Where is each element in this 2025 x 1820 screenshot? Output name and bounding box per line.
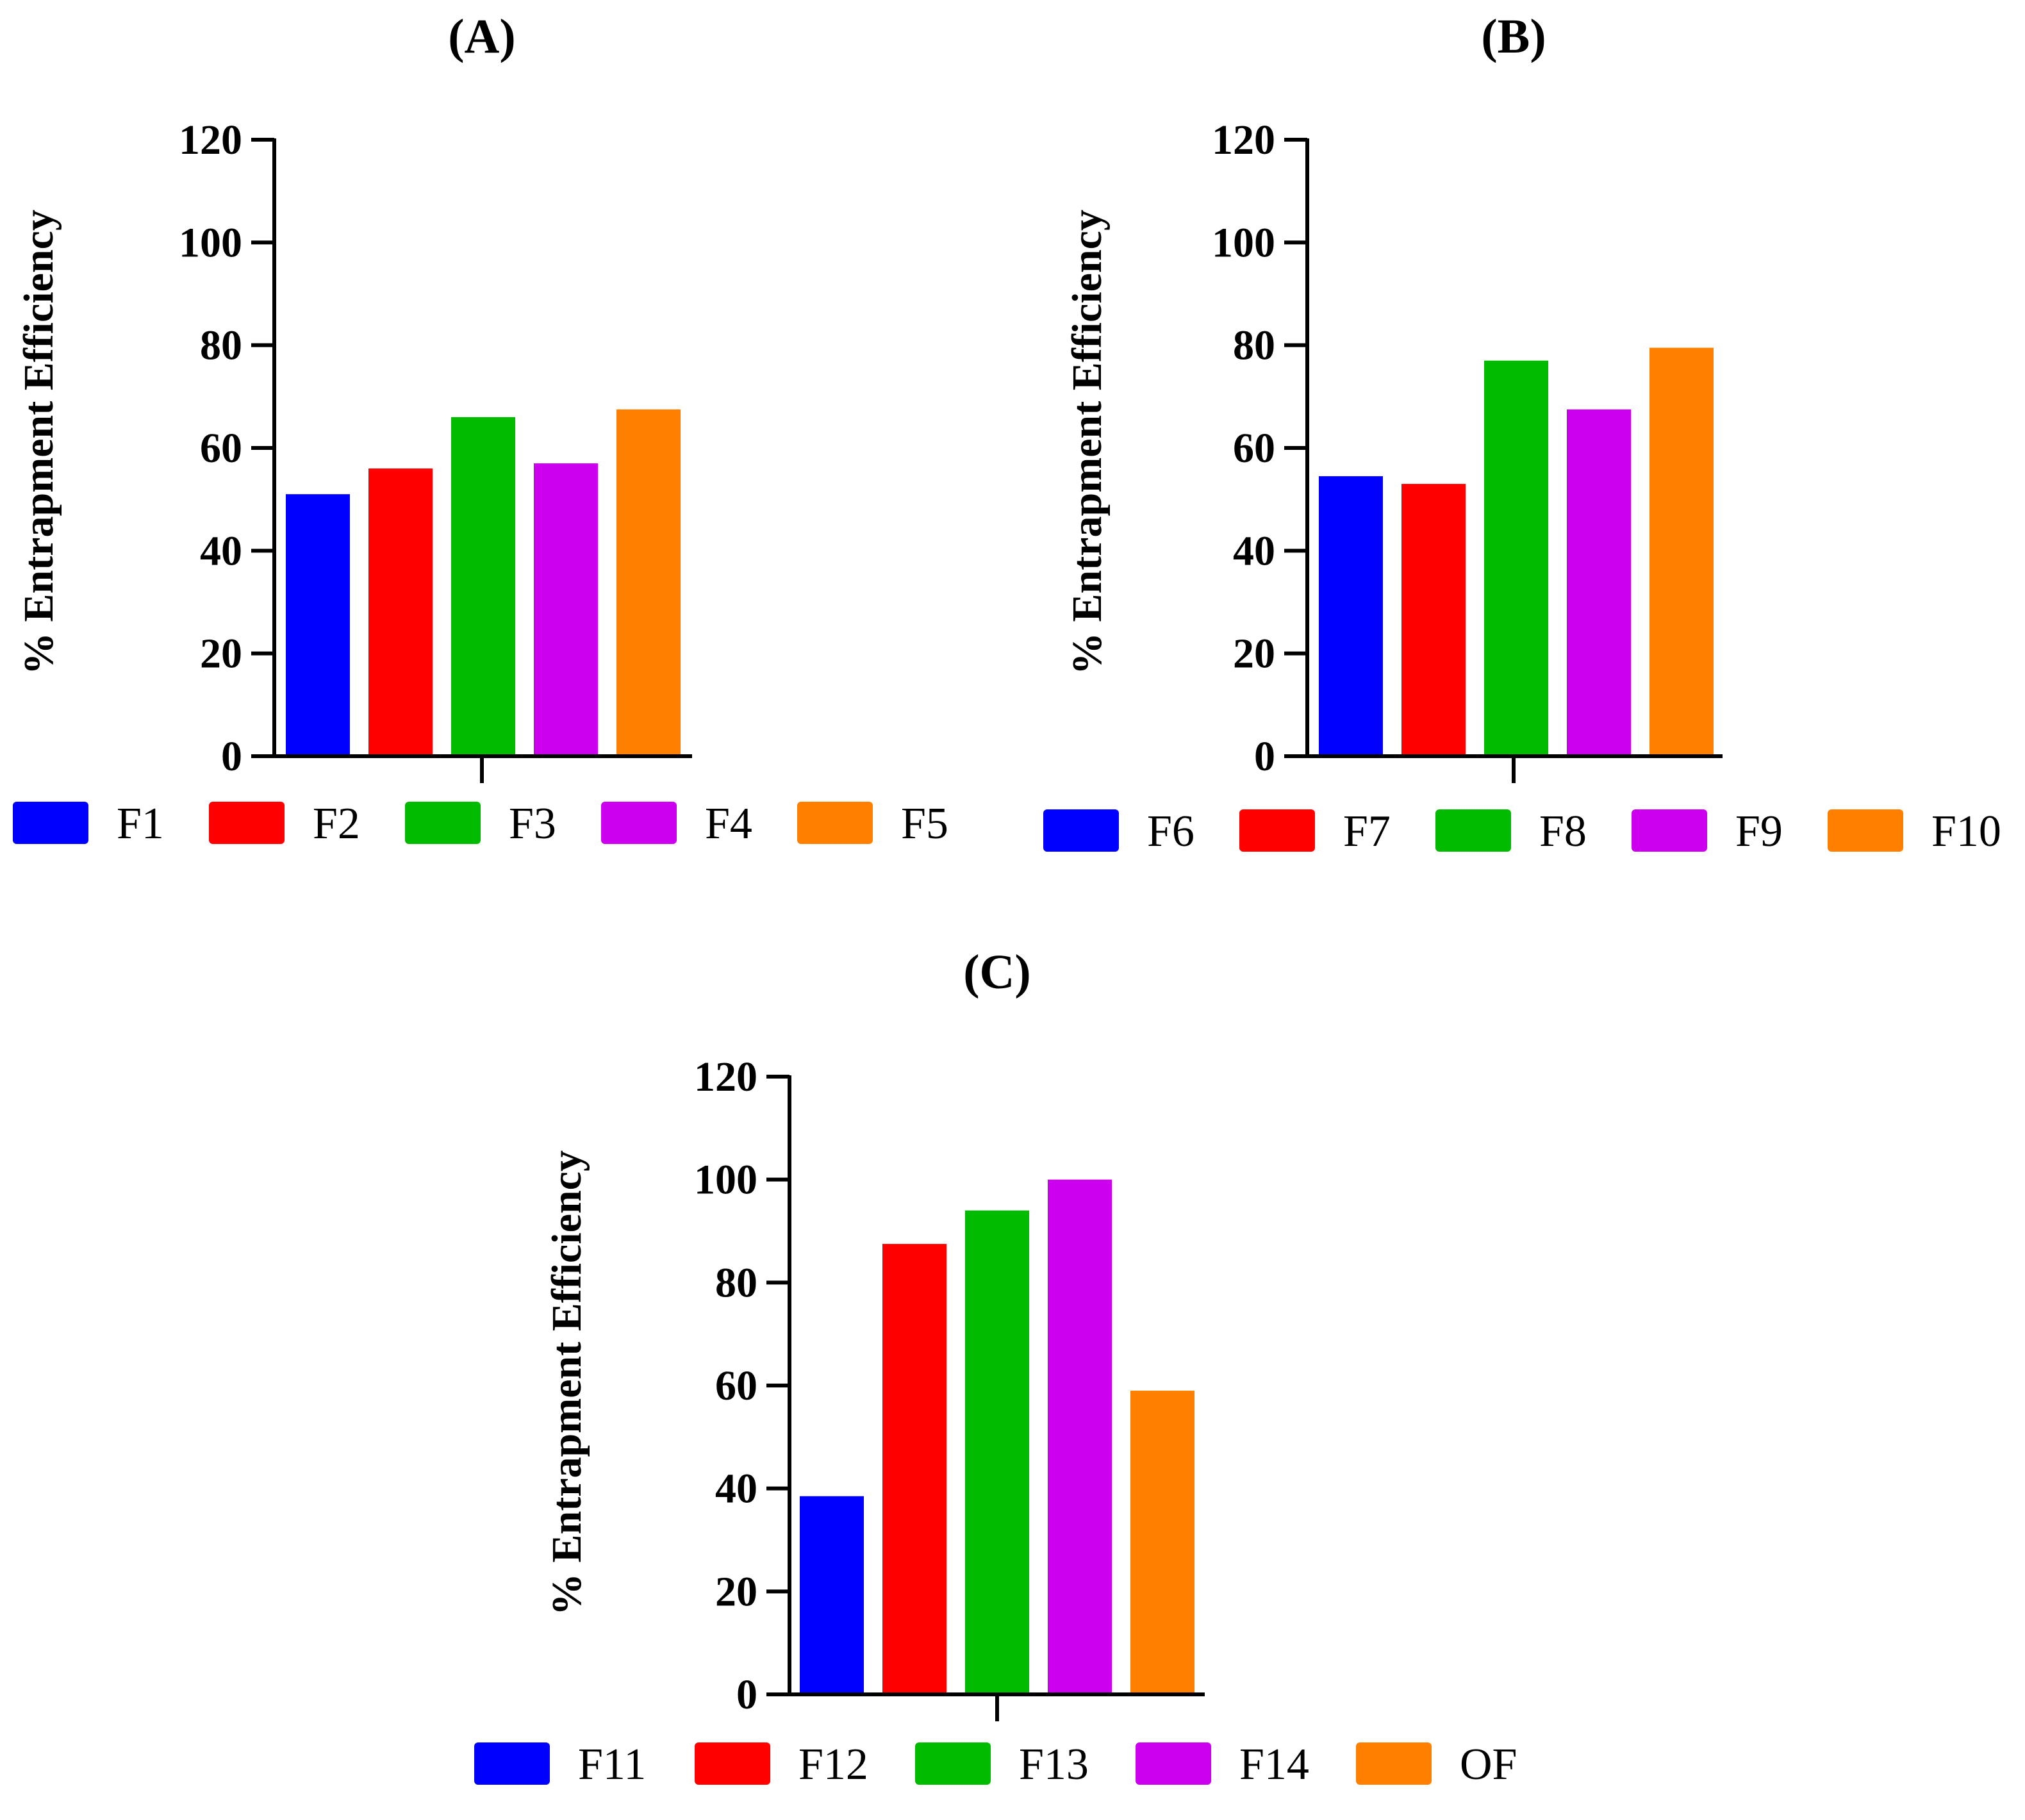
legend-swatch-f6 (1043, 809, 1119, 852)
legend-label-f13: F13 (1019, 1740, 1089, 1789)
panel-title: (C) (963, 945, 1031, 999)
legend-swatch-f10 (1828, 809, 1903, 852)
panel-b: (B) % Entrapment Efficiency 0 20 40 60 80 100 12… (1043, 10, 2001, 856)
legend-swatch-f7 (1239, 809, 1315, 852)
legend-label-f6: F6 (1147, 807, 1194, 856)
legend-label-f5: F5 (901, 799, 948, 848)
legend-swatch-f4 (601, 802, 677, 844)
y-axis-label: % Entrapment Efficiency (1064, 210, 1111, 675)
legend-label-f11: F11 (578, 1740, 646, 1789)
legend-swatch-f5 (797, 802, 873, 844)
legend-label-f2: F2 (313, 799, 360, 848)
legend-label-f8: F8 (1539, 807, 1587, 856)
legend-swatch-f9 (1632, 809, 1707, 852)
legend-swatch-f8 (1435, 809, 1511, 852)
bar-of (1130, 1391, 1194, 1694)
bar-f5 (616, 409, 681, 756)
legend-swatch-f2 (209, 802, 285, 844)
y-tick-label-60: 60 (1233, 425, 1275, 472)
bar-f4 (534, 463, 598, 756)
legend-label-of: OF (1460, 1740, 1517, 1789)
y-tick-label-100: 100 (179, 219, 242, 266)
legend-label-f3: F3 (509, 799, 556, 848)
panel-title: (A) (448, 10, 516, 63)
panel-c: (C) % Entrapment Efficiency 0 20 40 60 80 100 12… (474, 945, 1517, 1789)
legend-label-f1: F1 (117, 799, 164, 848)
y-tick-label-20: 20 (1233, 631, 1275, 677)
y-tick-label-0: 0 (1254, 733, 1275, 780)
y-tick-label-100: 100 (694, 1157, 757, 1204)
y-tick-label-100: 100 (1212, 219, 1275, 266)
bar-f2 (368, 468, 433, 756)
bar-f8 (1484, 360, 1548, 756)
legend-label-f4: F4 (705, 799, 752, 848)
y-tick-label-20: 20 (715, 1568, 757, 1615)
y-tick-label-120: 120 (694, 1054, 757, 1100)
legend-swatch-f14 (1136, 1742, 1211, 1785)
bar-f1 (286, 494, 350, 756)
panel-a: (A) % Entrapment Efficiency 0 20 40 60 80 100 12… (13, 10, 948, 848)
legend-label-f7: F7 (1343, 807, 1391, 856)
bar-f13 (965, 1210, 1029, 1694)
y-tick-label-80: 80 (200, 322, 242, 369)
legend-swatch-f11 (474, 1742, 550, 1785)
legend-swatch-f12 (695, 1742, 770, 1785)
y-tick-label-20: 20 (200, 631, 242, 677)
legend-label-f12: F12 (798, 1740, 868, 1789)
y-tick-label-0: 0 (736, 1671, 757, 1718)
bar-f6 (1319, 476, 1383, 756)
bar-f12 (882, 1244, 946, 1694)
panel-title: (B) (1481, 10, 1546, 63)
y-tick-label-60: 60 (200, 425, 242, 472)
bar-f7 (1401, 484, 1466, 756)
y-axis-label: % Entrapment Efficiency (543, 1150, 590, 1616)
y-tick-label-40: 40 (1233, 527, 1275, 574)
legend-swatch-f3 (405, 802, 481, 844)
bar-f10 (1649, 347, 1714, 756)
y-tick-label-40: 40 (715, 1466, 757, 1512)
bar-f9 (1567, 409, 1631, 756)
bar-f14 (1048, 1179, 1112, 1694)
y-tick-label-120: 120 (179, 117, 242, 163)
y-tick-label-80: 80 (1233, 322, 1275, 369)
y-tick-label-120: 120 (1212, 117, 1275, 163)
y-axis-label: % Entrapment Efficiency (15, 210, 62, 675)
y-tick-label-60: 60 (715, 1362, 757, 1409)
y-tick-label-80: 80 (715, 1259, 757, 1306)
legend-swatch-of (1356, 1742, 1432, 1785)
legend-label-f9: F9 (1735, 807, 1783, 856)
y-tick-label-0: 0 (221, 733, 242, 780)
bar-f11 (800, 1496, 864, 1694)
legend-label-f14: F14 (1239, 1740, 1309, 1789)
legend-label-f10: F10 (1931, 807, 2001, 856)
y-tick-label-40: 40 (200, 527, 242, 574)
legend-swatch-f13 (915, 1742, 991, 1785)
bar-f3 (451, 417, 515, 756)
legend-swatch-f1 (13, 802, 88, 844)
